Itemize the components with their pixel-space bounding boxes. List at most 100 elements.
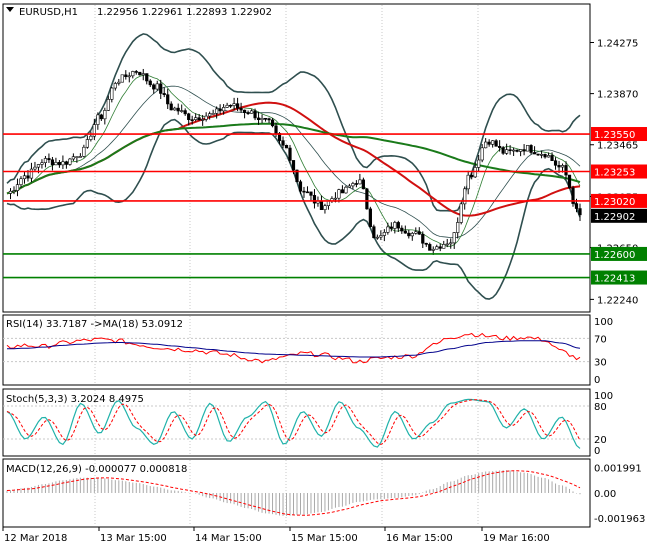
level-value: 1.23253 [594,168,635,179]
moving-averages [6,74,581,247]
indicator-tick-label: 100 [594,391,613,402]
candle-body [557,165,561,168]
candle-body [365,188,369,210]
candle-body [19,178,23,185]
candle-body [267,118,271,121]
price-tick-label: 1.22240 [597,295,638,306]
candle-body [347,185,352,188]
indicator-tick-label: 0.00 [594,489,616,500]
candle-body [550,155,554,162]
macd-signal-line [6,470,581,516]
candle-body [333,197,338,200]
candle-body [578,208,582,216]
candle-body [281,140,285,146]
indicator-tick-label: 0 [594,375,600,386]
candle-body [375,236,379,239]
candle-body [36,164,41,168]
level-value: 1.23550 [594,130,635,141]
candle-body [197,117,201,121]
stoch-main-line [6,398,581,449]
candle-body [270,119,275,127]
candle-body [15,184,20,191]
rsi-pane: RSI(14) 33.7187 ->MA(18) 53.0912 100 70 30… [3,317,613,386]
candle-body [438,246,442,249]
candle-body [393,222,397,229]
candle-body [246,112,250,115]
time-axis: 12 Mar 2018 13 Mar 15:00 14 Mar 15:00 15 Ma… [2,527,550,544]
candle-body [337,189,341,199]
candle-body [319,200,324,210]
candle-body [354,183,358,185]
candle-body [361,179,365,190]
candle-body [26,175,30,179]
candle-body [344,186,348,194]
candle-body [173,107,177,111]
price-candles [8,68,582,255]
candle-body [260,118,264,121]
candle-body [522,149,526,152]
candle-body [106,99,110,111]
candle-body [75,156,79,158]
price-pane [2,3,591,313]
stoch-signal-line [6,399,581,446]
bb-middle-line [6,85,581,238]
candle-body [539,154,544,156]
candle-body [253,110,257,119]
chart-header: EURUSD,H1 1.22956 1.22961 1.22893 1.2290… [6,7,272,18]
ma-fast-line [6,74,581,247]
candle-body [407,232,411,237]
candle-body [326,200,331,207]
candle-body [512,149,516,152]
stoch-label: Stoch(5,3,3) 3.2024 8.4975 [6,394,144,405]
candle-body [180,110,184,112]
candle-body [113,83,117,89]
support-level-tag [591,270,647,285]
candle-body [421,233,425,244]
candle-body [12,190,16,192]
candle-body [8,190,13,194]
candle-body [305,191,310,194]
candle-body [560,165,565,168]
candle-body [218,108,222,112]
candle-body [456,222,460,233]
candle-body [155,83,159,90]
candle-body [470,174,474,178]
candle-body [529,145,533,153]
current-price-value: 1.22902 [594,212,635,223]
indicator-tick-label: 30 [594,358,607,369]
time-tick-label: 15 Mar 15:00 [291,533,358,544]
candle-body [78,156,82,158]
candle-body [396,222,400,229]
rsi-label: RSI(14) 33.7187 ->MA(18) 53.0912 [6,319,183,330]
candle-body [229,104,233,107]
candle-body [389,226,393,229]
level-value: 1.22600 [594,250,635,261]
candle-body [505,149,509,154]
time-tick-label: 19 Mar 16:00 [483,533,550,544]
candle-body [382,232,386,236]
candle-body [64,161,68,165]
candle-body [417,231,421,235]
candle-body [298,181,303,192]
candle-body [463,188,467,205]
candle-body [386,226,390,233]
candle-body [152,84,156,90]
indicator-tick-label: 70 [594,334,607,345]
candle-body [571,187,575,204]
candle-body [536,153,540,156]
candle-body [176,107,180,112]
candle-body [323,205,327,210]
candle-body [508,149,512,151]
candle-body [368,208,372,228]
price-grid [94,5,479,526]
rsi-line [6,332,581,364]
candle-body [312,195,317,204]
candle-body [194,117,198,120]
candle-body [452,232,456,244]
candle-body [124,74,128,77]
candle-body [302,190,306,193]
candle-body [459,203,463,223]
horizontal-levels[interactable] [3,133,590,279]
